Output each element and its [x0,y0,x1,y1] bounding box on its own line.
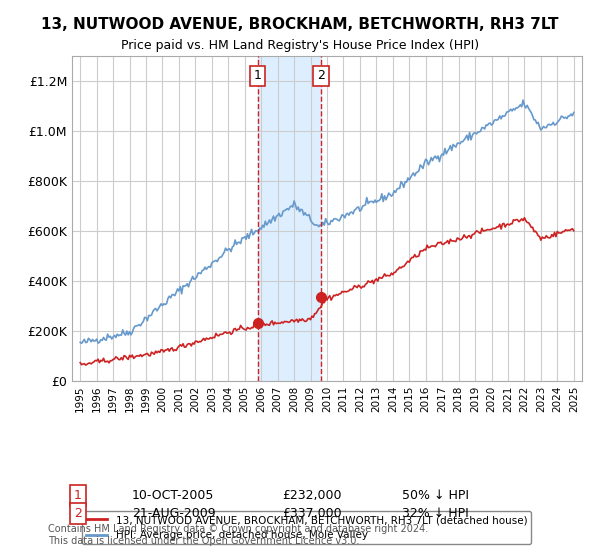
Bar [257,56,321,381]
Text: Contains HM Land Registry data © Crown copyright and database right 2024.
This d: Contains HM Land Registry data © Crown c… [48,524,428,546]
Text: 50% ↓ HPI: 50% ↓ HPI [402,489,469,502]
Text: Price paid vs. HM Land Registry's House Price Index (HPI): Price paid vs. HM Land Registry's House … [121,39,479,52]
Text: 32% ↓ HPI: 32% ↓ HPI [402,507,469,520]
Text: 21-AUG-2009: 21-AUG-2009 [132,507,215,520]
Legend: 13, NUTWOOD AVENUE, BROCKHAM, BETCHWORTH, RH3 7LT (detached house), HPI: Average: 13, NUTWOOD AVENUE, BROCKHAM, BETCHWORTH… [82,511,532,544]
Text: 2: 2 [317,69,325,82]
Text: 1: 1 [74,489,82,502]
Text: £232,000: £232,000 [282,489,341,502]
Text: 10-OCT-2005: 10-OCT-2005 [132,489,214,502]
Text: 1: 1 [254,69,262,82]
Text: £337,000: £337,000 [282,507,341,520]
Text: 2: 2 [74,507,82,520]
Text: 13, NUTWOOD AVENUE, BROCKHAM, BETCHWORTH, RH3 7LT: 13, NUTWOOD AVENUE, BROCKHAM, BETCHWORTH… [41,17,559,32]
